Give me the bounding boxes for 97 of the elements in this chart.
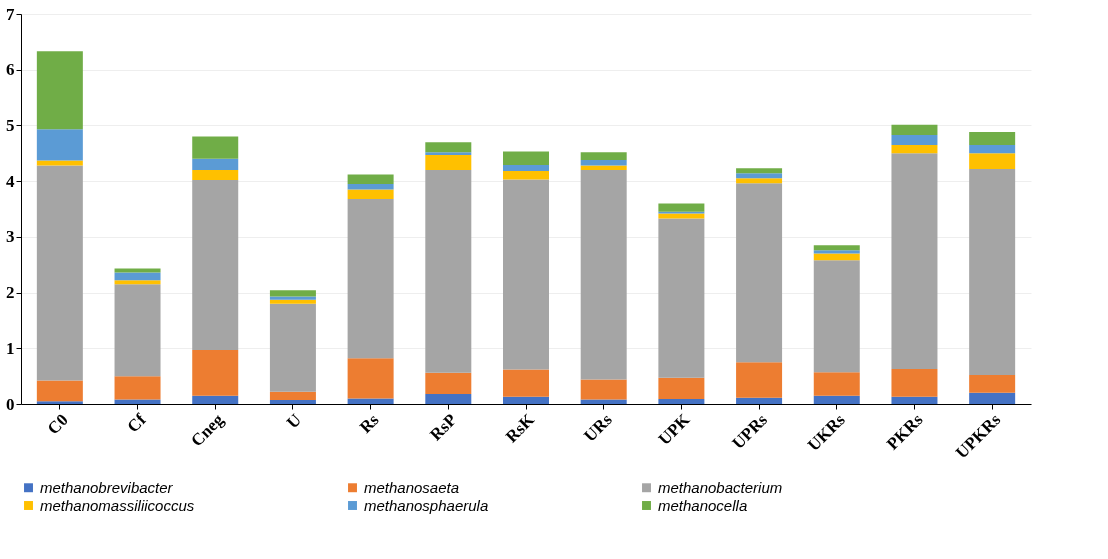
bar — [425, 170, 472, 373]
bar — [969, 392, 1016, 404]
bar — [813, 260, 860, 373]
bar — [813, 395, 860, 404]
bar — [503, 171, 549, 180]
bar — [347, 398, 394, 404]
bar — [114, 272, 161, 281]
bar — [347, 174, 394, 184]
bar — [192, 180, 239, 350]
legend-label: methanobrevibacter — [40, 478, 174, 496]
legend-label: methanosaeta — [364, 478, 460, 496]
y-tick-label: 2 — [6, 283, 15, 303]
bar — [891, 134, 938, 145]
bar — [269, 290, 316, 297]
bar — [969, 153, 1016, 169]
bar — [503, 369, 549, 397]
bar — [269, 400, 316, 404]
bar — [813, 250, 860, 254]
bar — [425, 154, 472, 170]
bar — [192, 170, 239, 181]
bar — [36, 401, 83, 404]
bar — [503, 151, 549, 165]
bar — [891, 368, 938, 397]
bar — [580, 152, 627, 160]
y-tick-label: 1 — [6, 338, 15, 358]
bar — [36, 380, 83, 402]
legend-label: methanobacterium — [658, 478, 783, 496]
bar — [580, 399, 627, 404]
x-tick-label: Rs — [355, 409, 383, 437]
bar — [813, 372, 860, 396]
bar — [658, 398, 705, 404]
x-tick-label: Cf — [123, 409, 150, 437]
y-tick-label: 3 — [6, 227, 15, 247]
bar — [114, 284, 161, 377]
bar — [114, 376, 161, 400]
bar — [425, 393, 472, 404]
bar — [580, 170, 627, 380]
legend-label: methanosphaerula — [364, 496, 489, 514]
bar — [813, 245, 860, 251]
bar — [503, 164, 549, 172]
bar — [580, 379, 627, 400]
bar — [269, 303, 316, 392]
bar — [658, 203, 705, 212]
bar — [969, 375, 1016, 393]
bar — [425, 142, 472, 153]
x-tick-label: RsP — [426, 410, 461, 445]
bar — [114, 268, 161, 273]
bar — [36, 165, 83, 381]
y-tick-label: 6 — [6, 60, 15, 80]
y-tick-label: 5 — [6, 115, 15, 135]
bar — [891, 153, 938, 369]
bar — [36, 160, 83, 166]
y-tick-label: 7 — [6, 4, 15, 24]
y-tick-label: 4 — [6, 171, 15, 191]
bar — [114, 399, 161, 404]
bar — [736, 168, 783, 174]
bar — [192, 395, 239, 404]
legend-label: methanocella — [658, 496, 748, 514]
bar — [891, 396, 938, 404]
bar — [658, 213, 705, 219]
bar — [969, 144, 1016, 154]
bar — [269, 299, 316, 304]
bar — [969, 132, 1016, 145]
bar — [192, 158, 239, 170]
bar — [580, 159, 627, 166]
bar — [114, 280, 161, 285]
x-tick-label: URs — [580, 409, 616, 446]
bar — [658, 218, 705, 378]
bar — [347, 198, 394, 359]
bar — [347, 189, 394, 199]
bar — [503, 396, 549, 404]
bar — [813, 253, 860, 261]
bar — [969, 168, 1016, 376]
bar — [192, 136, 239, 159]
bar — [36, 51, 83, 130]
bar — [736, 178, 783, 184]
bar — [736, 173, 783, 179]
bar — [192, 349, 239, 396]
bar — [503, 179, 549, 370]
bar — [347, 183, 394, 190]
legend-label: methanomassiliicoccus — [40, 496, 195, 514]
x-tick-label: U — [282, 410, 305, 433]
x-tick-label: C0 — [43, 410, 72, 439]
bar — [658, 377, 705, 399]
bar — [269, 296, 316, 300]
bar — [347, 358, 394, 399]
bar — [891, 144, 938, 154]
bar — [736, 397, 783, 404]
bar — [580, 165, 627, 170]
bar — [425, 372, 472, 394]
bar — [36, 129, 83, 161]
bar — [269, 391, 316, 401]
bar — [891, 124, 938, 135]
bar — [736, 362, 783, 398]
bar — [736, 183, 783, 363]
y-tick-label: 0 — [6, 394, 15, 414]
bar — [425, 152, 472, 155]
